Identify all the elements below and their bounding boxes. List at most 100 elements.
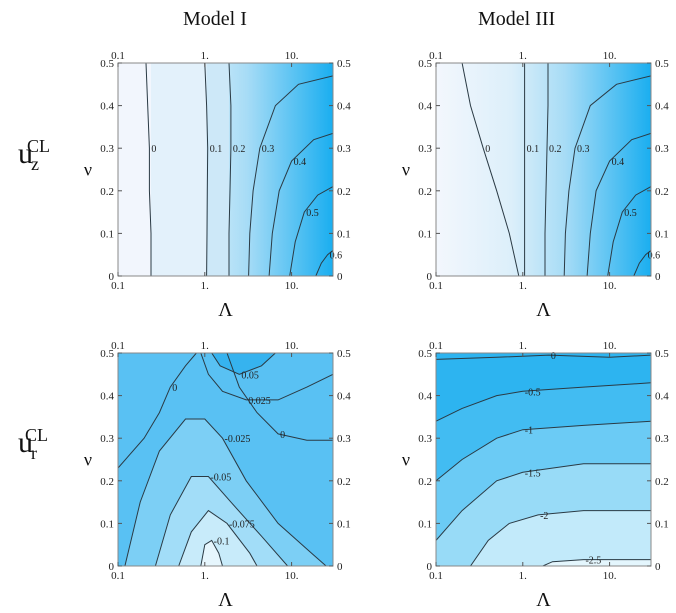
contour-label: -0.5 xyxy=(525,387,541,398)
row-label-uz: uzCL xyxy=(18,136,51,174)
x-tick-label: 1. xyxy=(519,50,528,62)
row-label-ur: urCL xyxy=(18,425,49,463)
x-axis-label: Λ xyxy=(536,589,551,611)
x-tick-label: 10. xyxy=(285,280,299,292)
y-tick-label: 0.1 xyxy=(418,518,432,530)
contour-line xyxy=(542,559,651,566)
y-tick-label: 0 xyxy=(427,271,433,283)
contour-line xyxy=(607,186,651,276)
contour-label: -2.5 xyxy=(585,556,601,567)
x-tick-label: 1. xyxy=(201,570,210,582)
x-tick-label: 10. xyxy=(603,340,617,352)
y-axis-label: ν xyxy=(402,450,410,470)
contour-fill xyxy=(470,510,651,566)
contour-line xyxy=(268,132,333,276)
y-tick-label: 0 xyxy=(109,561,115,573)
contour-line xyxy=(178,509,258,566)
contour-line xyxy=(200,353,333,401)
contour-label: 0 xyxy=(551,351,556,362)
y-tick-label: 0 xyxy=(655,271,661,283)
contour-label: -0.025 xyxy=(225,434,251,445)
contour-label: 0.025 xyxy=(248,396,270,407)
contour-line xyxy=(586,132,651,276)
contour-label: 0.2 xyxy=(549,144,562,155)
y-tick-label: 0.3 xyxy=(655,433,669,445)
x-axis-label: Λ xyxy=(536,299,551,321)
x-tick-label: 1. xyxy=(519,340,528,352)
contour-label: 0.2 xyxy=(233,144,246,155)
y-tick-label: 0.5 xyxy=(418,58,432,70)
y-tick-label: 0 xyxy=(109,271,115,283)
contour-label: -1.5 xyxy=(525,468,541,479)
contour-line xyxy=(124,418,327,566)
contour-line xyxy=(204,63,209,276)
contour-line xyxy=(289,186,333,276)
x-tick-label: 10. xyxy=(285,50,299,62)
y-tick-label: 0 xyxy=(427,561,433,573)
y-tick-label: 0.4 xyxy=(337,391,351,403)
x-tick-label: 0.1 xyxy=(429,280,443,292)
y-tick-label: 0.3 xyxy=(337,433,351,445)
contour-label: 0.4 xyxy=(294,157,307,168)
y-tick-label: 0.1 xyxy=(337,518,351,530)
contour-line xyxy=(461,63,520,276)
contour-label: -0.075 xyxy=(229,519,255,530)
y-tick-label: 0.4 xyxy=(418,391,432,403)
contour-line xyxy=(315,250,333,276)
contour-label: -0.1 xyxy=(214,536,230,547)
contour-line xyxy=(228,63,232,276)
y-tick-label: 0.5 xyxy=(337,348,351,360)
y-tick-label: 0.2 xyxy=(337,476,351,488)
y-tick-label: 0.1 xyxy=(337,228,351,240)
y-tick-label: 0.1 xyxy=(655,228,669,240)
contour-line xyxy=(118,353,197,469)
contour-line xyxy=(200,539,223,566)
x-tick-label: 1. xyxy=(519,280,528,292)
x-tick-label: 10. xyxy=(603,280,617,292)
y-tick-label: 0.2 xyxy=(100,476,114,488)
y-tick-label: 0.4 xyxy=(655,391,669,403)
x-tick-label: 1. xyxy=(519,570,528,582)
plot-frame xyxy=(435,352,652,567)
plot-frame xyxy=(117,62,334,277)
x-tick-label: 10. xyxy=(285,340,299,352)
y-tick-label: 0 xyxy=(337,561,343,573)
contour-label: 0.4 xyxy=(612,157,625,168)
contour-label: 0.3 xyxy=(577,144,590,155)
contour-label: 0 xyxy=(172,383,177,394)
contour-fill xyxy=(200,540,223,566)
y-tick-label: 0.2 xyxy=(655,476,669,488)
contour-line xyxy=(211,353,276,375)
x-axis-label: Λ xyxy=(218,589,233,611)
contour-line xyxy=(633,250,651,276)
column-title-model-3: Model III xyxy=(478,8,556,30)
x-tick-label: 0.1 xyxy=(429,340,443,352)
contour-fill xyxy=(542,559,651,566)
y-tick-label: 0.4 xyxy=(655,101,669,113)
contour-label: 0.6 xyxy=(648,251,661,262)
y-tick-label: 0.5 xyxy=(655,58,669,70)
x-tick-label: 10. xyxy=(603,570,617,582)
x-axis-label: Λ xyxy=(218,299,233,321)
y-tick-label: 0.1 xyxy=(418,228,432,240)
x-tick-label: 0.1 xyxy=(111,280,125,292)
y-tick-label: 0.4 xyxy=(100,101,114,113)
x-tick-label: 10. xyxy=(603,50,617,62)
y-axis-label: ν xyxy=(84,450,92,470)
contour-fill xyxy=(178,510,257,566)
contour-label: 0.5 xyxy=(306,208,319,219)
contour-line xyxy=(470,510,651,566)
y-tick-label: 0.5 xyxy=(100,348,114,360)
y-tick-label: 0 xyxy=(337,271,343,283)
y-tick-label: 0.1 xyxy=(655,518,669,530)
contour-line xyxy=(248,75,333,276)
contour-line xyxy=(544,63,549,276)
y-tick-label: 0.4 xyxy=(337,101,351,113)
y-tick-label: 0.3 xyxy=(337,143,351,155)
color-band xyxy=(206,63,229,276)
contour-line xyxy=(154,476,288,566)
contour-line xyxy=(436,463,651,541)
x-tick-label: 1. xyxy=(201,280,210,292)
